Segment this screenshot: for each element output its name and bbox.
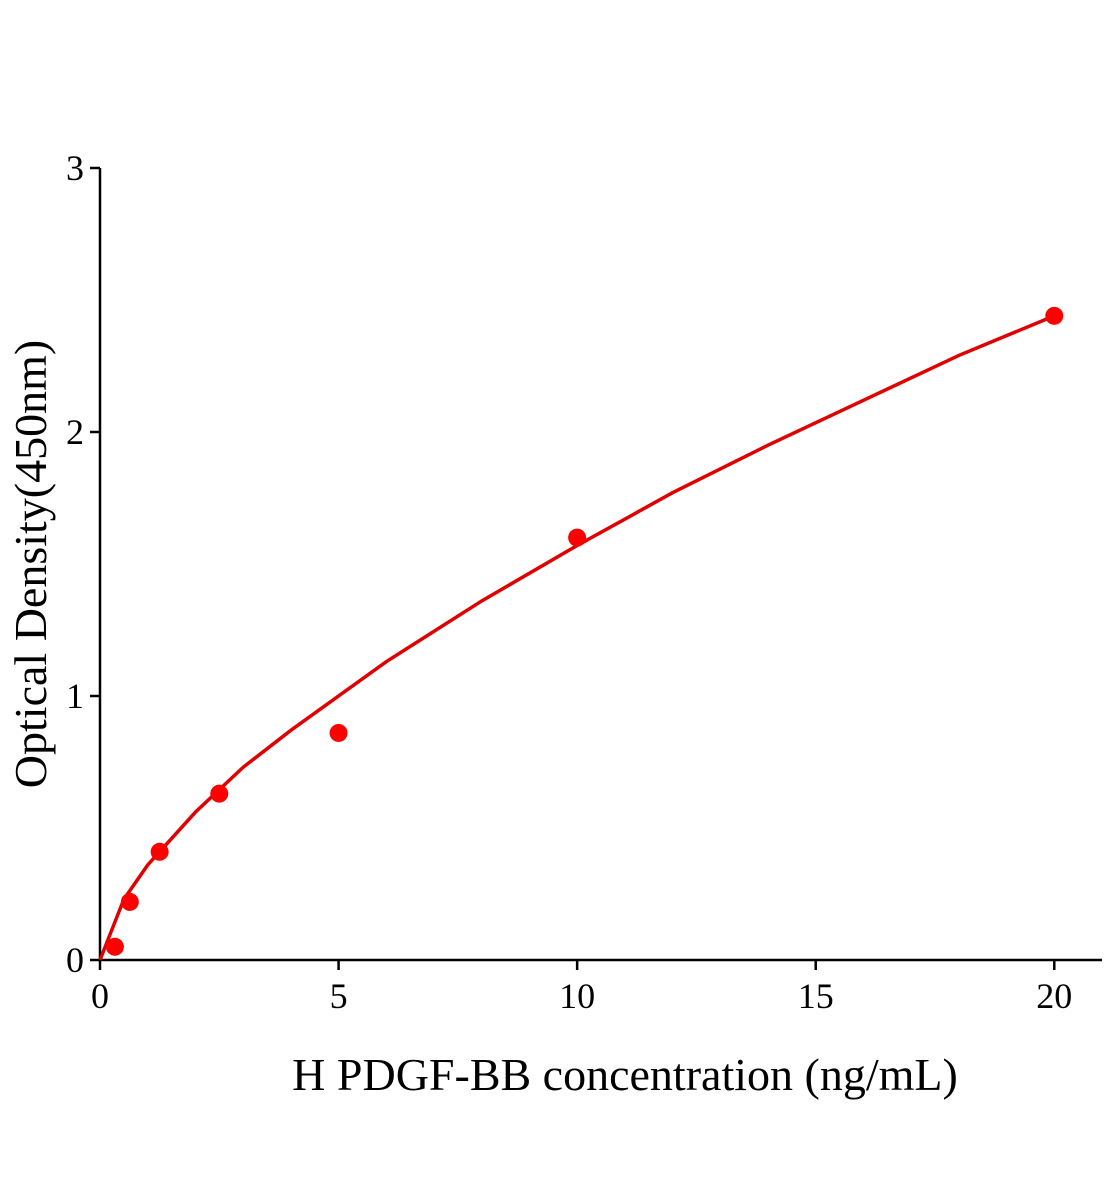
data-point <box>1045 306 1064 325</box>
x-axis-title: H PDGF-BB concentration (ng/mL) <box>292 1049 958 1100</box>
y-tick-label: 0 <box>66 940 84 980</box>
y-tick-label: 2 <box>66 412 84 452</box>
y-axis-title: Optical Density(450nm) <box>5 340 56 788</box>
data-point <box>329 723 348 742</box>
y-tick-label: 3 <box>66 148 84 188</box>
x-tick-label: 10 <box>559 976 595 1016</box>
data-point <box>105 937 124 956</box>
x-tick-label: 20 <box>1036 976 1072 1016</box>
x-tick-label: 5 <box>330 976 348 1016</box>
data-point <box>210 784 229 803</box>
y-tick-label: 1 <box>66 676 84 716</box>
x-tick-label: 0 <box>91 976 109 1016</box>
data-point <box>150 842 169 861</box>
fit-curve <box>98 314 1055 961</box>
data-point <box>568 528 587 547</box>
data-point <box>120 892 139 911</box>
x-tick-label: 15 <box>798 976 834 1016</box>
